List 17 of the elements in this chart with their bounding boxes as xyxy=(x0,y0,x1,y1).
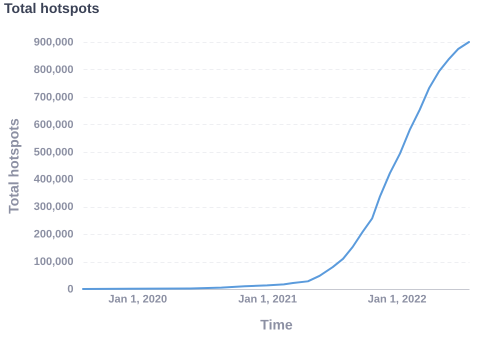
y-tick-label: 200,000 xyxy=(34,228,74,241)
y-tick-label: 600,000 xyxy=(34,118,74,131)
y-tick-label: 900,000 xyxy=(34,36,74,48)
x-tick-label: Jan 1, 2021 xyxy=(238,294,297,306)
chart-title: Total hotspots xyxy=(4,0,100,16)
y-tick-label: 800,000 xyxy=(34,64,74,76)
y-tick-label: 500,000 xyxy=(34,146,74,158)
y-tick-label: 700,000 xyxy=(34,91,74,104)
y-tick-label: 300,000 xyxy=(34,201,74,214)
x-tick-label: Jan 1, 2020 xyxy=(108,294,168,306)
y-tick-label: 100,000 xyxy=(34,256,74,268)
y-tick-label: 0 xyxy=(67,284,74,296)
x-axis-title: Time xyxy=(260,316,293,332)
y-axis-title: Total hotspots xyxy=(6,118,22,214)
line-series xyxy=(82,41,470,290)
x-tick-label: Jan 1, 2022 xyxy=(368,294,426,306)
y-tick-label: 400,000 xyxy=(34,174,74,186)
